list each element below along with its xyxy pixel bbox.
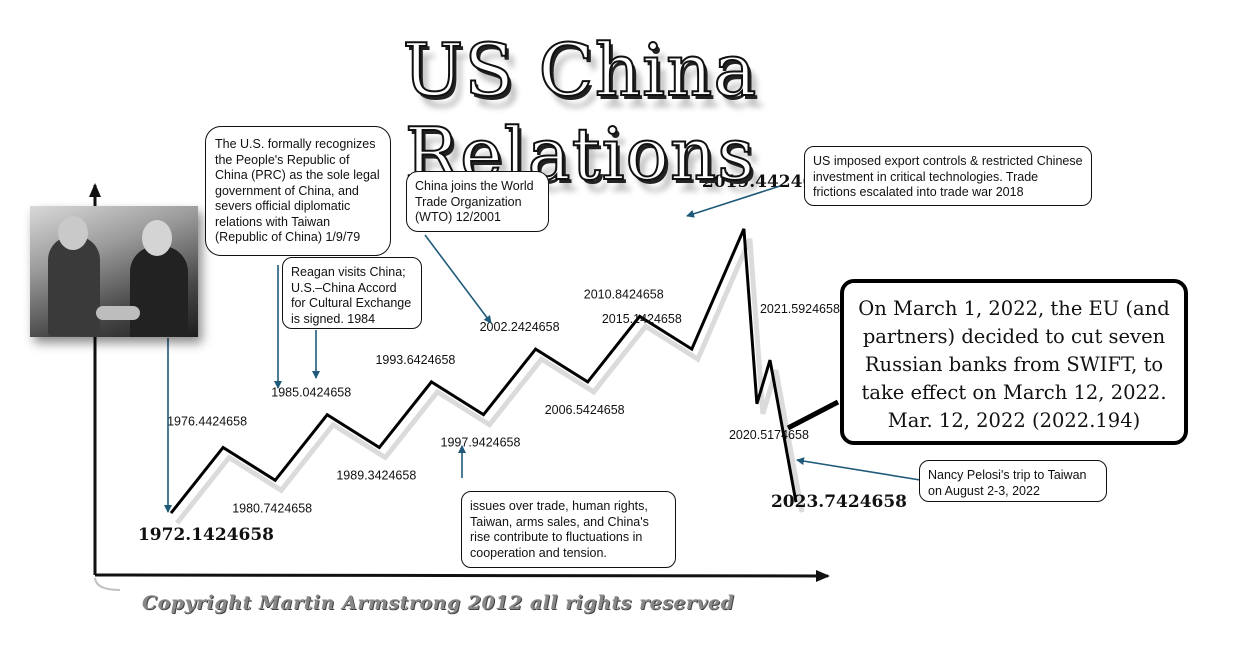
photo-head-left <box>58 216 88 250</box>
axis-shadow <box>94 577 121 591</box>
chart-title: US China Relations <box>402 27 758 197</box>
copyright-notice: Copyright Martin Armstrong 2012 all righ… <box>142 592 735 614</box>
photo-head-right <box>142 220 172 256</box>
annotation-wto: China joins the World Trade Organization… <box>406 171 549 232</box>
x-axis <box>94 569 830 582</box>
swift-line: Mar. 12, 2022 (2022.194) <box>887 409 1141 432</box>
series-line <box>169 228 798 515</box>
point-label: 2010.8424658 <box>584 287 664 301</box>
photo-figure-left <box>48 236 100 336</box>
annotation-arrows <box>164 185 921 513</box>
point-label: 1980.7424658 <box>232 501 312 515</box>
point-label: 1976.4424658 <box>167 415 247 429</box>
swift-line: take effect on March 12, 2022. <box>861 381 1167 404</box>
annotation-export-controls: US imposed export controls & restricted … <box>804 146 1092 206</box>
historic-photo <box>30 206 198 337</box>
annotation-recognition: The U.S. formally recognizes the People'… <box>205 126 391 256</box>
photo-handshake <box>96 306 140 320</box>
annotation-arrow <box>796 457 921 481</box>
point-label: 1972.1424658 <box>138 525 274 545</box>
point-label: 2015.1424658 <box>602 312 682 326</box>
point-label: 2021.5924658 <box>760 302 840 316</box>
point-label: 2002.2424658 <box>480 320 560 334</box>
point-label: 2020.5174658 <box>729 428 809 442</box>
swift-line: On March 1, 2022, the EU (and <box>858 297 1170 320</box>
point-labels: 1972.1424658 1976.4424658 1980.7424658 1985… <box>138 172 907 545</box>
series-line-group <box>169 228 798 515</box>
swift-line: Russian banks from SWIFT, to <box>864 353 1164 376</box>
photo-figure-right <box>130 246 188 337</box>
point-label: 1989.3424658 <box>336 469 416 483</box>
point-label: 1997.9424658 <box>441 436 521 450</box>
series-line-shadow <box>175 237 805 525</box>
point-label: 2019.4424658 <box>702 172 838 192</box>
annotation-swift: On March 1, 2022, the EU (and partners) … <box>840 279 1188 445</box>
annotation-issues: issues over trade, human rights, Taiwan,… <box>461 491 676 568</box>
point-label: 2006.5424658 <box>545 403 625 417</box>
point-label: 1993.6424658 <box>375 353 455 367</box>
annotation-pelosi: Nancy Pelosi's trip to Taiwan on August … <box>919 460 1107 502</box>
line-shadow <box>175 237 805 525</box>
annotation-reagan: Reagan visits China; U.S.–China Accord f… <box>282 257 422 329</box>
point-label: 2023.7424658 <box>771 492 907 512</box>
point-label: 1985.0424658 <box>271 386 351 400</box>
swift-pointer <box>786 399 840 431</box>
annotation-arrow <box>686 185 781 218</box>
swift-line: partners) decided to cut seven <box>862 325 1166 348</box>
annotation-arrow <box>424 234 492 324</box>
